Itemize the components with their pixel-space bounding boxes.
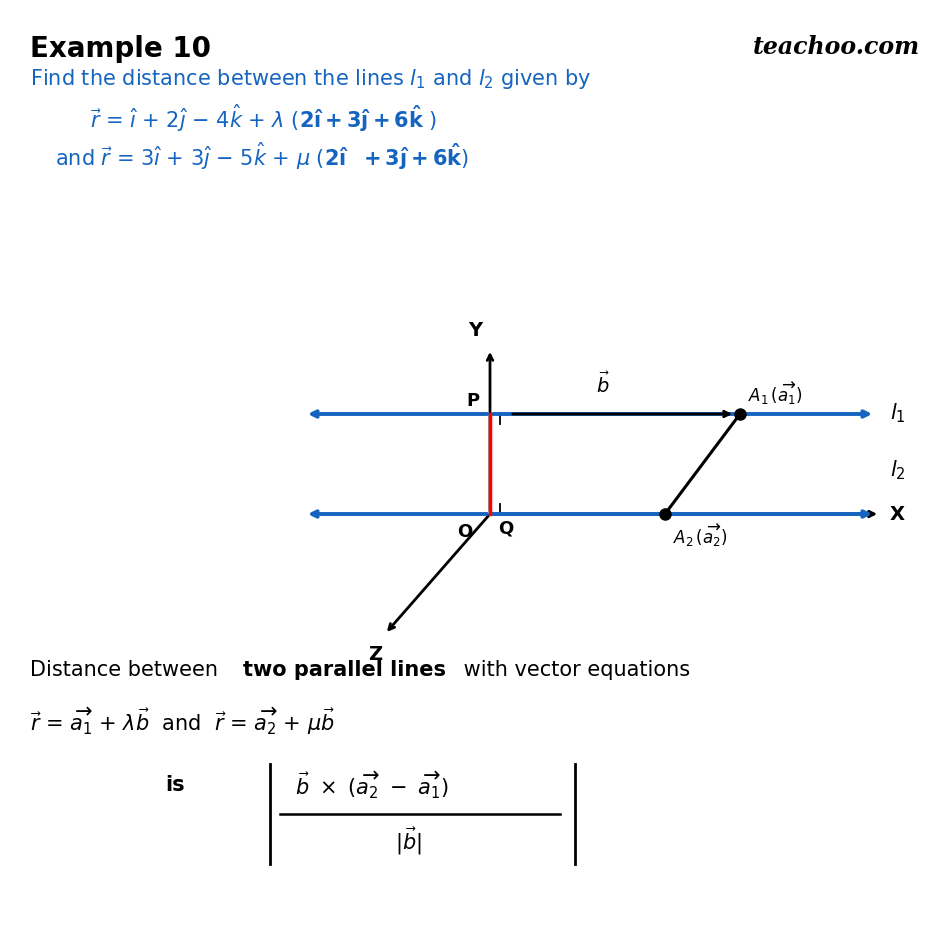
Text: Q: Q bbox=[497, 519, 513, 537]
Text: $l_1$: $l_1$ bbox=[889, 401, 904, 425]
Text: $l_2$: $l_2$ bbox=[889, 458, 904, 481]
Text: $A_1\,(\overrightarrow{a_1})$: $A_1\,(\overrightarrow{a_1})$ bbox=[748, 380, 801, 407]
Text: with vector equations: with vector equations bbox=[457, 659, 689, 680]
Text: $\vec{b}\ \times\ (\overrightarrow{a_2}\ -\ \overrightarrow{a_1})$: $\vec{b}\ \times\ (\overrightarrow{a_2}\… bbox=[295, 769, 448, 801]
Text: X: X bbox=[889, 505, 904, 524]
Text: two parallel lines: two parallel lines bbox=[243, 659, 446, 680]
Text: Z: Z bbox=[367, 645, 381, 664]
Text: Distance between: Distance between bbox=[30, 659, 225, 680]
Text: is: is bbox=[165, 774, 184, 794]
Text: Find the distance between the lines $l_1$ and $l_2$ given by: Find the distance between the lines $l_1… bbox=[30, 67, 591, 91]
Text: $A_2\,(\overrightarrow{a_2})$: $A_2\,(\overrightarrow{a_2})$ bbox=[672, 522, 727, 548]
Text: $\vec{b}$: $\vec{b}$ bbox=[595, 371, 609, 396]
Text: Example 10: Example 10 bbox=[30, 35, 211, 63]
Text: P: P bbox=[466, 392, 480, 410]
Text: O: O bbox=[456, 522, 471, 540]
Text: teachoo.com: teachoo.com bbox=[752, 35, 919, 59]
Text: $\vec{r}$ = $\hat{\imath}$ + 2$\hat{\jmath}$ $-$ 4$\hat{k}$ + $\lambda$ ($\mathb: $\vec{r}$ = $\hat{\imath}$ + 2$\hat{\jma… bbox=[90, 102, 436, 133]
Text: $\vec{r}$ = $\overrightarrow{a_1}$ + $\lambda\vec{b}$  and  $\vec{r}$ = $\overri: $\vec{r}$ = $\overrightarrow{a_1}$ + $\l… bbox=[30, 704, 334, 736]
Text: and $\vec{r}$ = 3$\hat{\imath}$ + 3$\hat{\jmath}$ $-$ 5$\hat{k}$ + $\mu$ ($\math: and $\vec{r}$ = 3$\hat{\imath}$ + 3$\hat… bbox=[55, 140, 468, 172]
Text: $|\vec{b}|$: $|\vec{b}|$ bbox=[395, 824, 421, 856]
Text: Y: Y bbox=[467, 321, 481, 340]
